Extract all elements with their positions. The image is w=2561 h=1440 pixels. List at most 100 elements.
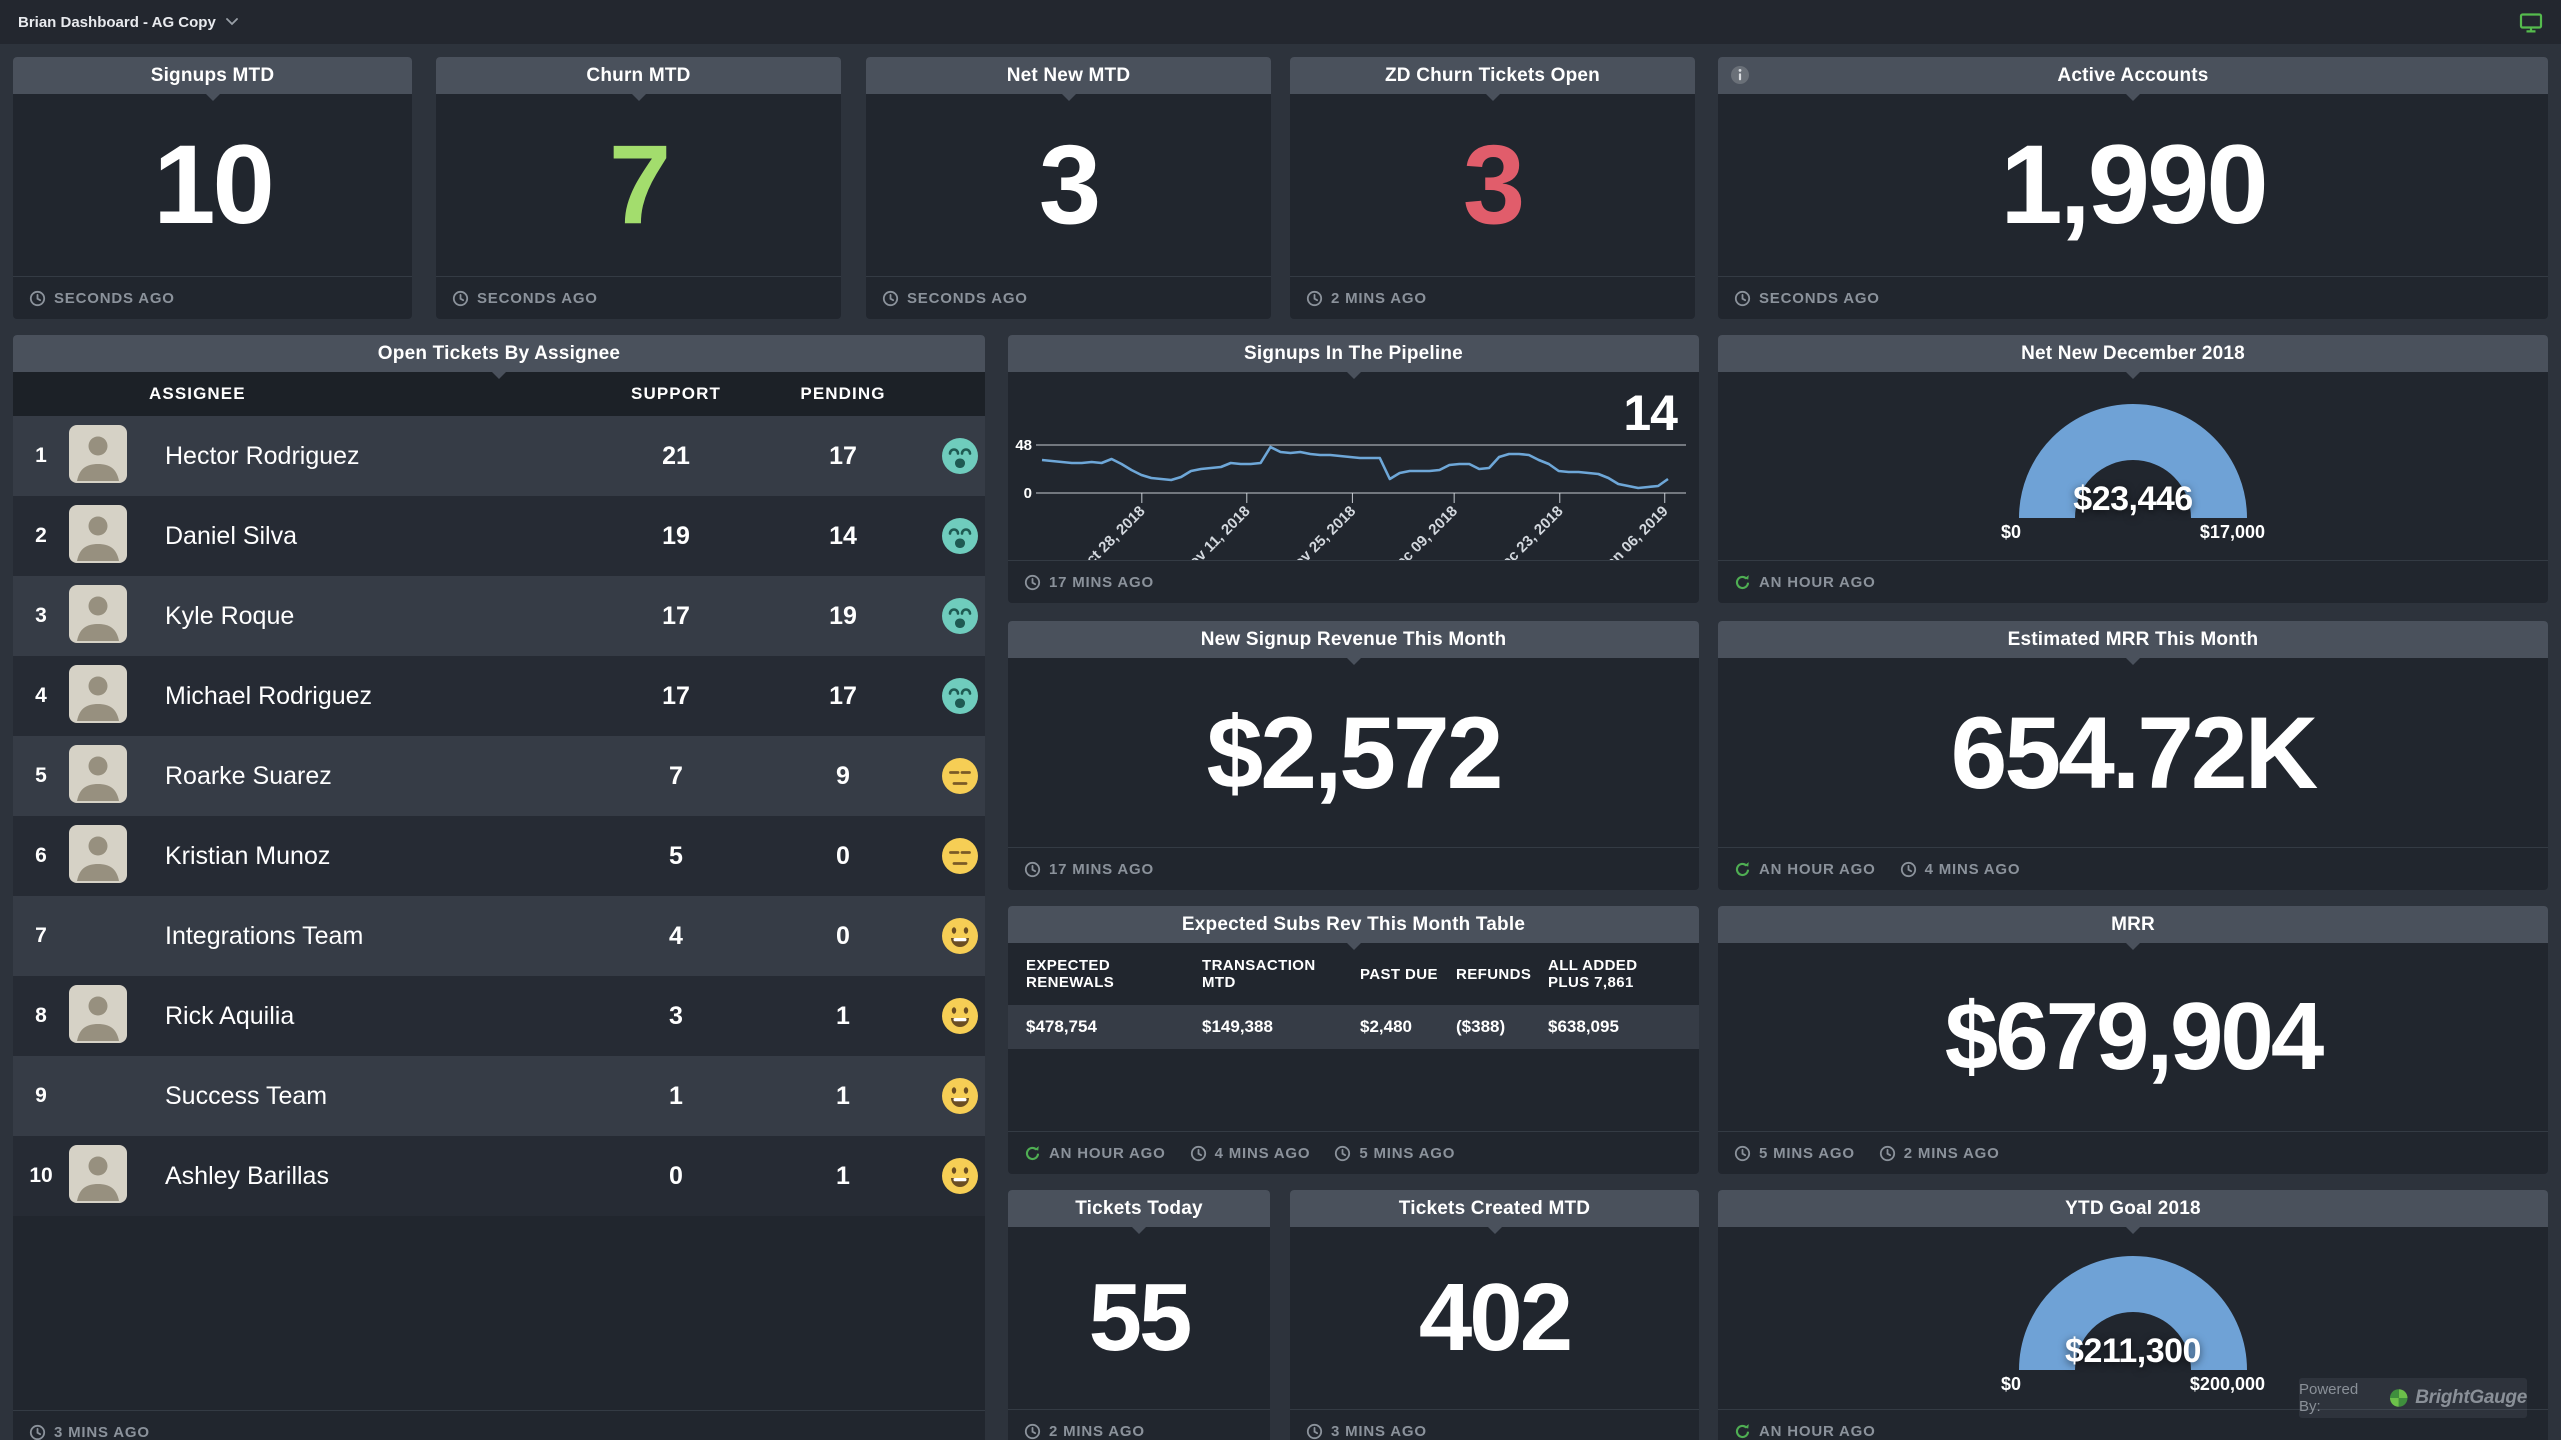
brightgauge-brand: BrightGauge: [2415, 1387, 2527, 1408]
assignee-name: Ashley Barillas: [165, 1161, 329, 1190]
footer-timestamp: AN HOUR AGO: [1734, 861, 1876, 878]
clock-icon: [1024, 861, 1041, 877]
kpi-value: $2,572: [1206, 695, 1504, 810]
card-footer: 17 MINS AGO: [1008, 847, 1699, 890]
svg-text:Nov 11, 2018: Nov 11, 2018: [1178, 503, 1254, 560]
timestamp-text: 3 MINS AGO: [54, 1423, 150, 1440]
timestamp-text: SECONDS AGO: [907, 289, 1028, 307]
svg-text:Nov 25, 2018: Nov 25, 2018: [1283, 503, 1359, 560]
card-zd-churn-tickets: ZD Churn Tickets Open 3 2 MINS AGO: [1290, 57, 1695, 319]
clock-icon: [1024, 1423, 1041, 1439]
clock-icon: [882, 290, 899, 306]
mood-cell: [940, 437, 985, 475]
svg-text:Dec 23, 2018: Dec 23, 2018: [1491, 503, 1567, 560]
avatar-cell: [69, 424, 149, 488]
kpi-value: 1,990: [2000, 122, 2268, 247]
card-tickets-today: Tickets Today 55 2 MINS AGO: [1008, 1190, 1270, 1440]
table-row: 7 Integrations Team 4 0: [13, 896, 985, 976]
row-rank: 7: [35, 924, 47, 947]
card-footer: SECONDS AGO: [866, 276, 1271, 319]
clock-icon: [452, 290, 469, 306]
card-title: Net New December 2018: [2021, 342, 2245, 364]
card-title-bar: Net New MTD: [866, 57, 1271, 101]
timestamp-text: SECONDS AGO: [54, 289, 175, 307]
mood-cell: [940, 917, 985, 955]
footer-timestamp: 4 MINS AGO: [1190, 1145, 1311, 1162]
refresh-icon: [1735, 861, 1750, 876]
timestamp-text: 4 MINS AGO: [1924, 860, 2021, 878]
clock-icon: [29, 1424, 46, 1440]
smiley-face-emoji: [941, 998, 978, 1034]
footer-timestamp: SECONDS AGO: [882, 290, 1028, 307]
table-row: 3 Kyle Roque 17 19: [13, 576, 985, 656]
subs-table-filler: [1008, 1049, 1699, 1131]
footer-timestamp: 3 MINS AGO: [1306, 1423, 1427, 1440]
avatar: [69, 504, 127, 563]
gauge-max-label: $17,000: [2199, 521, 2265, 542]
support-count: 17: [662, 681, 690, 710]
timestamp-text: AN HOUR AGO: [1759, 573, 1876, 591]
card-title-bar: MRR: [1718, 906, 2548, 950]
card-footer: 3 MINS AGO: [1290, 1409, 1699, 1440]
timestamp-text: 2 MINS AGO: [1049, 1422, 1145, 1440]
card-title-bar: New Signup Revenue This Month: [1008, 621, 1699, 665]
clock-icon: [1190, 1145, 1206, 1161]
footer-timestamp: AN HOUR AGO: [1024, 1145, 1166, 1162]
footer-timestamp: 3 MINS AGO: [29, 1424, 150, 1440]
chart-current-value: 14: [1623, 385, 1678, 441]
svg-text:Dec 09, 2018: Dec 09, 2018: [1385, 503, 1461, 560]
card-footer: SECONDS AGO: [436, 276, 841, 319]
assignee-name: Integrations Team: [165, 921, 364, 950]
kpi-value: 3: [1038, 122, 1101, 247]
card-title-bar: Tickets Created MTD: [1290, 1190, 1699, 1234]
pending-count: 17: [829, 681, 857, 710]
card-title-bar: Expected Subs Rev This Month Table: [1008, 906, 1699, 950]
card-footer: AN HOUR AGO 4 MINS AGO 5 MINS AGO: [1008, 1131, 1699, 1174]
row-rank: 5: [35, 764, 47, 787]
present-mode-button[interactable]: [2519, 12, 2543, 32]
avatar: [69, 664, 127, 723]
clock-icon: [1024, 574, 1041, 590]
subs-cell-value: $478,754: [1026, 1017, 1097, 1036]
avatar: [69, 984, 127, 1043]
column-header-pending: PENDING: [800, 384, 886, 403]
unamused-face-emoji: [941, 758, 978, 794]
monitor-icon: [2519, 12, 2543, 32]
powered-by-badge[interactable]: Powered By: BrightGauge: [2299, 1378, 2527, 1418]
gauge-arc: [2019, 1255, 2247, 1371]
info-icon[interactable]: [1730, 65, 1750, 90]
card-net-new-mtd: Net New MTD 3 SECONDS AGO: [866, 57, 1271, 319]
timestamp-text: 17 MINS AGO: [1049, 573, 1154, 591]
footer-timestamp: SECONDS AGO: [1734, 290, 1880, 307]
card-mrr: MRR $679,904 5 MINS AGO 2 MINS AGO: [1718, 906, 2548, 1174]
timestamp-text: AN HOUR AGO: [1049, 1144, 1166, 1162]
support-count: 7: [669, 761, 683, 790]
subs-cell-value: $2,480: [1360, 1017, 1412, 1036]
kpi-value: 55: [1088, 1264, 1193, 1371]
avatar-cell: [69, 504, 149, 568]
page-title: Brian Dashboard - AG Copy: [18, 13, 216, 31]
pending-count: 1: [836, 1001, 850, 1030]
card-footer: 2 MINS AGO: [1290, 276, 1695, 319]
card-title-bar: ZD Churn Tickets Open: [1290, 57, 1695, 101]
table-row: 10 Ashley Barillas 0 1: [13, 1136, 985, 1216]
clock-icon: [29, 290, 46, 306]
timestamp-text: 2 MINS AGO: [1331, 289, 1427, 307]
card-footer: 5 MINS AGO 2 MINS AGO: [1718, 1131, 2548, 1174]
subs-column-header: ALL ADDED PLUS 7,861: [1548, 957, 1638, 991]
timestamp-text: SECONDS AGO: [477, 289, 598, 307]
card-footer: AN HOUR AGO: [1718, 560, 2548, 603]
card-title: YTD Goal 2018: [2065, 1197, 2201, 1219]
smiley-face-emoji: [941, 1158, 978, 1194]
card-expected-subs-rev: Expected Subs Rev This Month Table EXPEC…: [1008, 906, 1699, 1174]
clock-icon: [1306, 290, 1323, 306]
table-row: 6 Kristian Munoz 5 0: [13, 816, 985, 896]
assignee-name: Kristian Munoz: [165, 841, 331, 870]
pending-count: 0: [836, 841, 850, 870]
card-title: New Signup Revenue This Month: [1200, 628, 1507, 650]
footer-timestamp: 2 MINS AGO: [1024, 1423, 1145, 1440]
dashboard-title-dropdown[interactable]: Brian Dashboard - AG Copy: [18, 14, 238, 31]
subs-cell-value: $149,388: [1202, 1017, 1273, 1036]
timestamp-text: 4 MINS AGO: [1214, 1144, 1311, 1162]
gauge-value: $23,446: [2073, 479, 2193, 518]
